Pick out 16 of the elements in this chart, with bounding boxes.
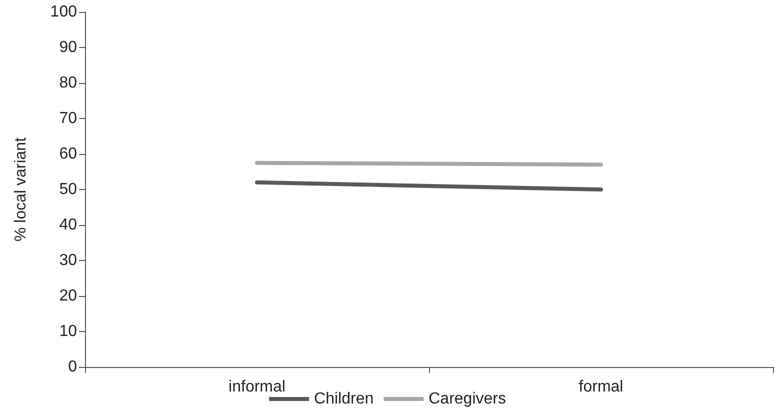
y-tick-label: 0 [68, 358, 78, 376]
y-tick-label: 100 [50, 4, 78, 20]
y-tick-label: 30 [59, 252, 78, 269]
y-tick-label: 50 [59, 181, 78, 198]
x-tick-label: informal [228, 378, 286, 396]
y-tick-label: 80 [59, 74, 78, 92]
y-tick-label: 20 [59, 288, 78, 304]
y-tick-label: 10 [59, 323, 78, 340]
legend-label: Children [314, 390, 374, 408]
y-tick-label: 40 [59, 216, 78, 234]
y-tick-label: 90 [59, 39, 78, 56]
y-tick-label: 60 [59, 146, 78, 162]
y-axis-title: % local variant [12, 136, 30, 242]
x-tick-label: formal [578, 378, 624, 396]
y-tick-label: 70 [59, 110, 78, 127]
legend-label: Caregivers [428, 390, 506, 408]
